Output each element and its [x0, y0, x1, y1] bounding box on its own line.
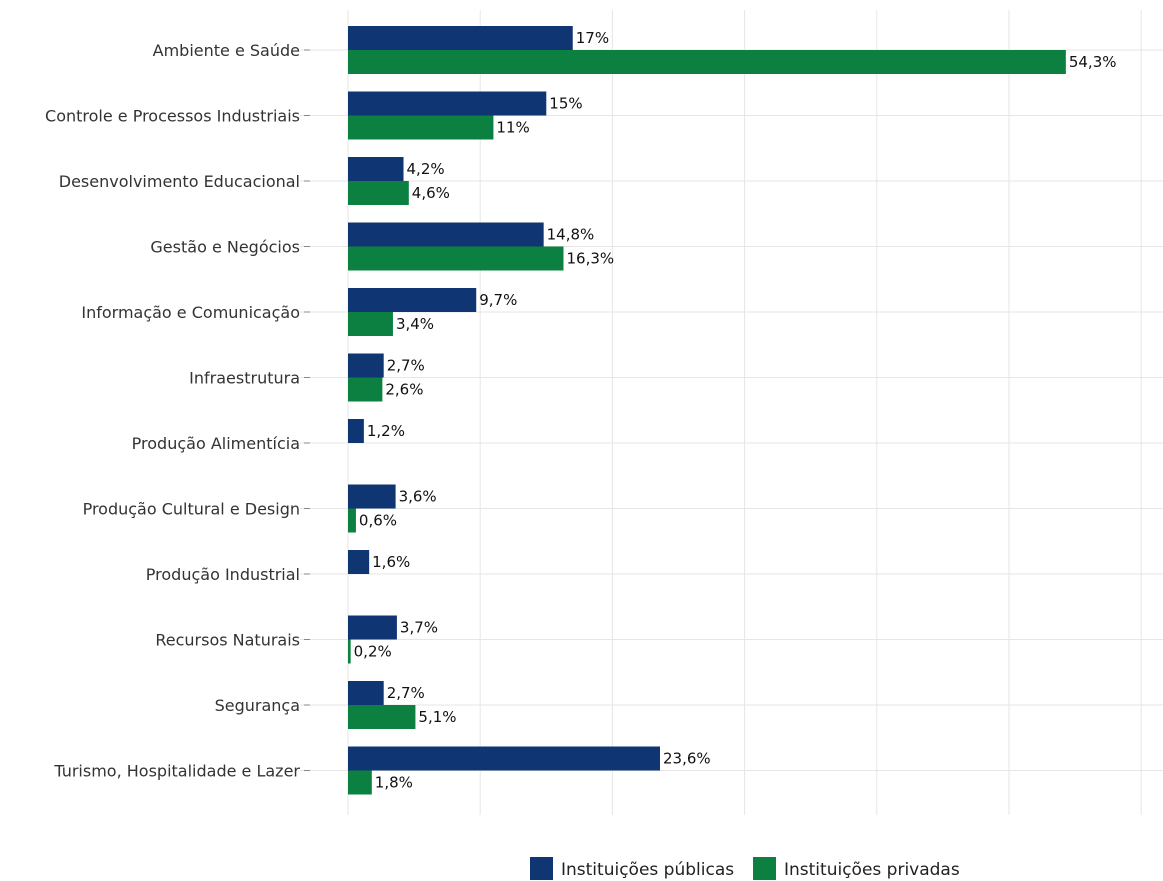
value-label: 15%: [549, 95, 582, 113]
value-label: 2,7%: [387, 684, 425, 702]
value-label: 1,6%: [372, 553, 410, 571]
bar-privadas: [348, 181, 409, 205]
category-label: Turismo, Hospitalidade e Lazer: [53, 762, 300, 781]
bar-publicas: [348, 419, 364, 443]
bar-publicas: [348, 353, 384, 378]
bar-publicas: [348, 288, 477, 312]
bar-privadas: [348, 770, 372, 795]
bar-privadas: [348, 508, 356, 533]
value-label: 17%: [576, 29, 609, 47]
value-label: 2,6%: [385, 381, 423, 399]
legend-swatch-privadas: [753, 857, 776, 880]
value-label: 1,8%: [375, 774, 413, 792]
bar-publicas: [348, 91, 547, 116]
value-label: 3,6%: [399, 488, 437, 506]
bar-privadas: [348, 312, 393, 336]
value-label: 4,2%: [407, 160, 445, 178]
category-label: Gestão e Negócios: [150, 238, 300, 257]
legend-label-publicas: Instituições públicas: [561, 860, 734, 880]
category-label: Informação e Comunicação: [81, 303, 300, 322]
value-label: 3,4%: [396, 315, 434, 333]
category-label: Produção Alimentícia: [132, 434, 300, 453]
category-labels: Ambiente e Saúde Controle e Processos Ind…: [45, 41, 300, 781]
legend-label-privadas: Instituições privadas: [784, 860, 960, 880]
bar-privadas: [348, 50, 1066, 74]
value-label: 5,1%: [418, 708, 456, 726]
bar-publicas: [348, 484, 396, 509]
legend: Instituições públicas Instituições priva…: [530, 857, 960, 880]
bar-publicas: [348, 746, 660, 771]
bar-privadas: [348, 705, 416, 729]
category-label: Infraestrutura: [189, 369, 300, 388]
bar-privadas: [348, 639, 351, 664]
value-label: 2,7%: [387, 357, 425, 375]
category-label: Controle e Processos Industriais: [45, 107, 300, 126]
category-label: Ambiente e Saúde: [153, 41, 300, 60]
category-label: Segurança: [215, 696, 300, 715]
value-label: 0,6%: [359, 512, 397, 530]
category-label: Recursos Naturais: [155, 631, 300, 650]
bar-publicas: [348, 615, 397, 640]
bar-privadas: [348, 115, 494, 140]
value-label: 11%: [496, 119, 529, 137]
value-label: 23,6%: [663, 750, 711, 768]
value-label: 54,3%: [1069, 53, 1117, 71]
bar-publicas: [348, 157, 404, 181]
value-label: 3,7%: [400, 619, 438, 637]
bar-publicas: [348, 222, 544, 247]
category-label: Produção Industrial: [146, 565, 300, 584]
bar-privadas: [348, 246, 564, 271]
bars: [348, 26, 1066, 795]
category-label: Desenvolvimento Educacional: [59, 172, 300, 191]
bar-publicas: [348, 681, 384, 705]
bar-privadas: [348, 377, 383, 402]
value-label: 1,2%: [367, 422, 405, 440]
legend-swatch-publicas: [530, 857, 553, 880]
bar-publicas: [348, 550, 370, 574]
axis-ticks: [304, 49, 310, 771]
value-label: 4,6%: [412, 184, 450, 202]
bar-publicas: [348, 26, 573, 50]
value-label: 0,2%: [354, 643, 392, 661]
value-label: 9,7%: [479, 291, 517, 309]
value-label: 14,8%: [547, 226, 595, 244]
category-label: Produção Cultural e Design: [83, 500, 300, 519]
value-label: 16,3%: [566, 250, 614, 268]
value-labels: 17% 15% 4,2% 14,8% 9,7% 2,7% 1,2% 3,6% 1,6% 3,7% 2…: [354, 29, 1117, 792]
